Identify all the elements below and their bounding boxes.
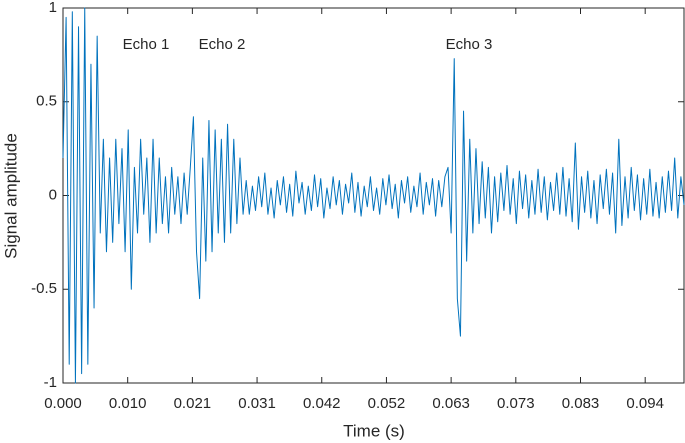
- x-axis-label: Time (s): [343, 421, 405, 440]
- x-tick-label: 0.010: [109, 395, 147, 412]
- y-tick-label: -1: [44, 374, 57, 391]
- x-tick-label: 0.073: [497, 395, 535, 412]
- y-tick-label: 0.5: [36, 93, 57, 110]
- annotation: Echo 2: [199, 36, 246, 53]
- plot-frame: [62, 7, 685, 384]
- x-tick-label: 0.083: [562, 395, 600, 412]
- y-tick-label: 1: [49, 0, 57, 16]
- x-tick-label: 0.000: [44, 395, 82, 412]
- annotation: Echo 1: [123, 36, 170, 53]
- x-tick-label: 0.042: [303, 395, 341, 412]
- x-tick-label: 0.052: [368, 395, 406, 412]
- signal-line: [62, 7, 685, 384]
- y-axis-label: Signal amplitude: [1, 133, 20, 259]
- y-tick-label: -0.5: [31, 280, 57, 297]
- x-tick-label: 0.094: [626, 395, 664, 412]
- annotation: Echo 3: [446, 36, 493, 53]
- x-tick-label: 0.063: [432, 395, 470, 412]
- x-tick-label: 0.031: [238, 395, 276, 412]
- y-tick-label: 0: [49, 186, 57, 203]
- x-tick-label: 0.021: [174, 395, 212, 412]
